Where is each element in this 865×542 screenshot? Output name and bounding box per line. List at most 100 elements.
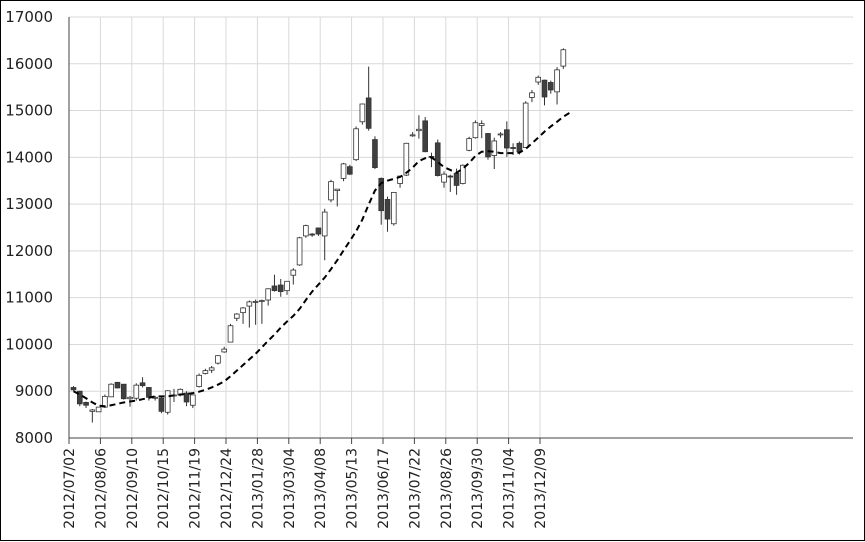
candle-body bbox=[227, 325, 234, 343]
y-tick-label: 16000 bbox=[5, 55, 53, 73]
candle-up bbox=[246, 300, 253, 328]
candle-body bbox=[328, 181, 334, 201]
grid bbox=[68, 16, 853, 439]
candle-up bbox=[296, 236, 303, 266]
candle-up bbox=[284, 280, 290, 295]
x-tick-label: 2013/05/13 bbox=[345, 448, 361, 529]
y-tick-label: 14000 bbox=[5, 148, 53, 166]
candle-body bbox=[114, 381, 121, 389]
candle-body bbox=[259, 300, 265, 302]
candle-body bbox=[146, 387, 152, 398]
candle-body bbox=[403, 142, 410, 176]
candle-body bbox=[504, 129, 510, 149]
x-tick-label: 2013/07/22 bbox=[407, 448, 423, 529]
x-tick-label: 2012/08/06 bbox=[93, 448, 109, 529]
candle-body bbox=[541, 79, 548, 98]
candle-body bbox=[378, 177, 385, 212]
candle-body bbox=[478, 123, 485, 126]
candle-up bbox=[227, 323, 234, 343]
candle-up bbox=[359, 103, 366, 125]
candle-up bbox=[554, 67, 560, 105]
y-tick-label: 8000 bbox=[15, 429, 53, 447]
candle-down bbox=[139, 377, 146, 388]
x-tick-label: 2013/04/08 bbox=[313, 448, 329, 529]
candle-body bbox=[390, 192, 397, 225]
candle-body bbox=[422, 120, 428, 153]
candle-body bbox=[76, 390, 83, 405]
candle-up bbox=[108, 383, 114, 398]
candle-body bbox=[309, 233, 315, 236]
candle-up bbox=[303, 224, 309, 238]
candle-body bbox=[315, 227, 322, 235]
y-tick-label: 10000 bbox=[5, 335, 53, 353]
candle-up bbox=[560, 48, 567, 69]
candle-up bbox=[233, 313, 240, 322]
candle-body bbox=[529, 92, 535, 98]
candle-body bbox=[296, 237, 303, 266]
candle-body bbox=[139, 382, 146, 387]
x-axis-ticks: 2012/07/02 2012/08/06 2012/09/10 2012/10/15… bbox=[62, 438, 549, 529]
candle-down bbox=[372, 136, 378, 170]
x-tick-label: 2012/07/02 bbox=[62, 448, 78, 529]
candle-up bbox=[290, 268, 297, 285]
candle-body bbox=[246, 301, 253, 307]
x-tick-label: 2013/08/26 bbox=[439, 448, 455, 529]
candle-body bbox=[265, 288, 271, 301]
candle-down bbox=[146, 387, 152, 401]
candle-body bbox=[497, 133, 504, 136]
candle-body bbox=[447, 175, 454, 178]
candle-body bbox=[353, 128, 359, 161]
candle-up bbox=[265, 288, 271, 306]
y-tick-label: 11000 bbox=[5, 289, 53, 307]
candle-up bbox=[196, 373, 202, 388]
x-tick-label: 2012/09/10 bbox=[125, 448, 141, 529]
candle-body bbox=[208, 367, 215, 371]
candle-up bbox=[321, 208, 328, 261]
candle-body bbox=[441, 173, 447, 183]
candle-up bbox=[190, 394, 196, 409]
candle-down bbox=[183, 391, 190, 407]
candle-body bbox=[233, 313, 240, 319]
y-axis-ticks: 8000 9000 10000 11000 12000 13000 14000 15000 16… bbox=[5, 8, 53, 447]
candle-down bbox=[447, 174, 454, 192]
candle-body bbox=[522, 102, 529, 148]
candle-body bbox=[95, 406, 102, 413]
candle-up bbox=[390, 191, 397, 226]
candle-body bbox=[108, 383, 114, 398]
candle-body bbox=[240, 307, 246, 314]
candle-down bbox=[428, 152, 435, 168]
candle-up bbox=[208, 365, 215, 373]
candle-body bbox=[321, 211, 328, 237]
candle-up bbox=[497, 132, 504, 138]
y-tick-label: 13000 bbox=[5, 195, 53, 213]
candle-up bbox=[89, 408, 96, 423]
candle-body bbox=[472, 122, 479, 139]
candle-down bbox=[547, 80, 554, 94]
candle-down bbox=[378, 177, 385, 225]
candle-body bbox=[215, 355, 221, 364]
x-tick-label: 2012/10/15 bbox=[156, 448, 172, 529]
candle-down bbox=[120, 383, 127, 400]
x-tick-label: 2012/11/19 bbox=[188, 448, 204, 529]
candle-body bbox=[290, 269, 297, 276]
candle-down bbox=[315, 227, 322, 236]
candle-body bbox=[466, 138, 472, 151]
x-tick-label: 2013/01/28 bbox=[250, 448, 266, 529]
candle-up bbox=[491, 137, 498, 170]
candle-up bbox=[240, 307, 246, 324]
candle-up bbox=[478, 120, 485, 139]
candle-up bbox=[164, 390, 171, 415]
candle-body bbox=[127, 396, 133, 400]
candles bbox=[70, 48, 567, 423]
candle-up bbox=[535, 75, 542, 85]
candle-body bbox=[516, 142, 523, 153]
x-tick-label: 2013/11/04 bbox=[502, 448, 518, 529]
candle-down bbox=[422, 117, 428, 153]
candle-body bbox=[340, 163, 347, 179]
candle-body bbox=[89, 409, 96, 412]
candle-body bbox=[372, 139, 378, 169]
candle-body bbox=[196, 374, 202, 387]
candle-body bbox=[202, 370, 209, 374]
candle-body bbox=[365, 97, 372, 129]
